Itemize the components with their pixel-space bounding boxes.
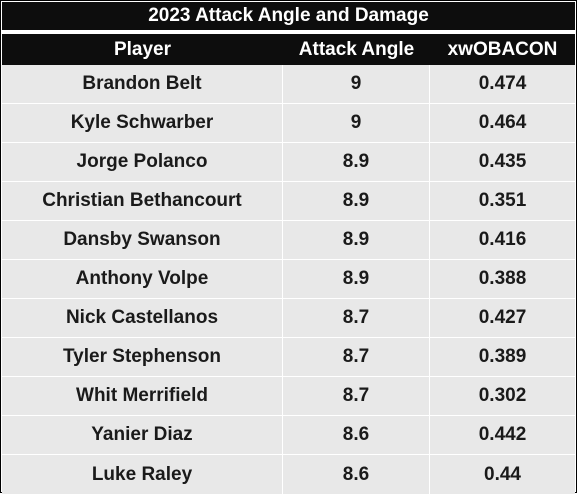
cell-xwobacon: 0.464 bbox=[478, 112, 527, 133]
cell-xwobacon: 0.44 bbox=[484, 463, 521, 485]
cell-xwobacon: 0.389 bbox=[478, 346, 527, 367]
cell-xwobacon: 0.474 bbox=[478, 73, 527, 94]
cell-player: Luke Raley bbox=[2, 455, 283, 494]
cell-player: Tyler Stephenson bbox=[2, 338, 283, 376]
cell-xwobacon: 0.302 bbox=[478, 385, 527, 406]
cell-xwobacon: 0.388 bbox=[478, 268, 527, 289]
header-row: Player Attack Angle xwOBACON bbox=[2, 34, 575, 65]
cell-player: Yanier Diaz bbox=[2, 416, 283, 454]
table-row: Whit Merrifield 8.7 0.302 bbox=[2, 377, 575, 416]
cell-player: Dansby Swanson bbox=[2, 221, 283, 259]
cell-xwobacon: 0.351 bbox=[478, 190, 527, 211]
cell-player: Christian Bethancourt bbox=[2, 182, 283, 220]
cell-attack-angle: 9 bbox=[283, 104, 430, 142]
cell-player: Kyle Schwarber bbox=[2, 104, 283, 142]
cell-attack-angle: 8.9 bbox=[283, 260, 430, 298]
table-row: Kyle Schwarber 9 0.464 bbox=[2, 104, 575, 143]
cell-attack-angle: 8.9 bbox=[283, 182, 430, 220]
column-header-attack-angle: Attack Angle bbox=[298, 38, 415, 60]
cell-player: Jorge Polanco bbox=[2, 143, 283, 181]
column-header-player: Player bbox=[113, 38, 172, 60]
cell-xwobacon: 0.427 bbox=[478, 307, 527, 328]
cell-attack-angle: 9 bbox=[283, 65, 430, 103]
cell-xwobacon: 0.442 bbox=[478, 424, 527, 445]
table-row: Christian Bethancourt 8.9 0.351 bbox=[2, 182, 575, 221]
cell-player: Brandon Belt bbox=[2, 65, 283, 103]
table-body: Brandon Belt 9 0.474 Kyle Schwarber 9 0.464 Jo… bbox=[2, 65, 575, 494]
cell-player: Anthony Volpe bbox=[2, 260, 283, 298]
table-row: Jorge Polanco 8.9 0.435 bbox=[2, 143, 575, 182]
table-row: Luke Raley 8.6 0.44 bbox=[2, 455, 575, 494]
cell-attack-angle: 8.6 bbox=[283, 416, 430, 454]
cell-attack-angle: 8.9 bbox=[283, 221, 430, 259]
table-row: Yanier Diaz 8.6 0.442 bbox=[2, 416, 575, 455]
cell-player: Nick Castellanos bbox=[2, 299, 283, 337]
column-header-xwobacon: xwOBACON bbox=[447, 38, 558, 60]
table-row: Nick Castellanos 8.7 0.427 bbox=[2, 299, 575, 338]
cell-attack-angle: 8.9 bbox=[283, 143, 430, 181]
cell-xwobacon: 0.435 bbox=[478, 151, 527, 172]
table-row: Brandon Belt 9 0.474 bbox=[2, 65, 575, 104]
cell-attack-angle: 8.7 bbox=[283, 299, 430, 337]
cell-xwobacon: 0.416 bbox=[478, 229, 527, 250]
table-title: 2023 Attack Angle and Damage bbox=[2, 2, 575, 32]
cell-attack-angle: 8.6 bbox=[283, 455, 430, 494]
table-row: Anthony Volpe 8.9 0.388 bbox=[2, 260, 575, 299]
cell-player: Whit Merrifield bbox=[2, 377, 283, 415]
table-row: Tyler Stephenson 8.7 0.389 bbox=[2, 338, 575, 377]
cell-attack-angle: 8.7 bbox=[283, 377, 430, 415]
table-row: Dansby Swanson 8.9 0.416 bbox=[2, 221, 575, 260]
cell-attack-angle: 8.7 bbox=[283, 338, 430, 376]
